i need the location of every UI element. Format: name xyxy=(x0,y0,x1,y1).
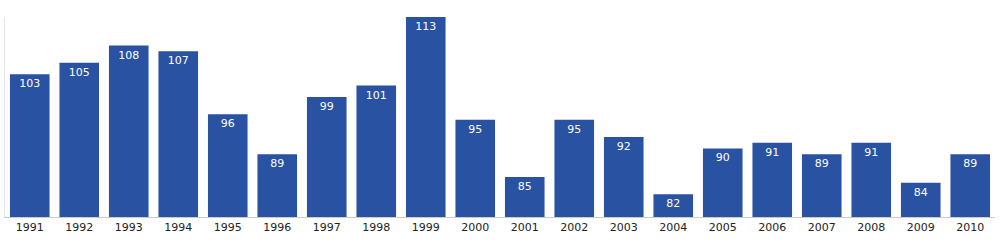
svg-text:2003: 2003 xyxy=(610,221,638,234)
svg-text:2002: 2002 xyxy=(560,221,588,234)
svg-text:89: 89 xyxy=(963,157,977,170)
svg-text:1994: 1994 xyxy=(164,221,192,234)
svg-text:1999: 1999 xyxy=(412,221,440,234)
svg-text:2001: 2001 xyxy=(511,221,539,234)
svg-text:89: 89 xyxy=(270,157,284,170)
svg-text:91: 91 xyxy=(765,146,779,159)
svg-text:2008: 2008 xyxy=(857,221,885,234)
svg-text:91: 91 xyxy=(864,146,878,159)
svg-text:1998: 1998 xyxy=(362,221,390,234)
svg-text:2000: 2000 xyxy=(461,221,489,234)
svg-text:103: 103 xyxy=(19,77,40,90)
svg-text:108: 108 xyxy=(118,49,139,62)
svg-text:89: 89 xyxy=(815,157,829,170)
svg-text:1997: 1997 xyxy=(313,221,341,234)
svg-text:113: 113 xyxy=(415,20,436,33)
svg-text:85: 85 xyxy=(518,180,532,193)
svg-text:90: 90 xyxy=(716,151,730,164)
svg-text:95: 95 xyxy=(567,123,581,136)
svg-text:99: 99 xyxy=(320,100,334,113)
svg-text:2006: 2006 xyxy=(758,221,786,234)
svg-text:1996: 1996 xyxy=(263,221,291,234)
svg-text:82: 82 xyxy=(666,197,680,210)
svg-text:1993: 1993 xyxy=(115,221,143,234)
svg-text:92: 92 xyxy=(617,140,631,153)
svg-text:107: 107 xyxy=(168,54,189,67)
svg-text:2009: 2009 xyxy=(907,221,935,234)
svg-text:1995: 1995 xyxy=(214,221,242,234)
svg-text:2004: 2004 xyxy=(659,221,687,234)
svg-text:2010: 2010 xyxy=(956,221,984,234)
svg-text:2007: 2007 xyxy=(808,221,836,234)
svg-text:105: 105 xyxy=(69,66,90,79)
svg-text:2005: 2005 xyxy=(709,221,737,234)
svg-text:1991: 1991 xyxy=(16,221,44,234)
svg-text:95: 95 xyxy=(468,123,482,136)
svg-text:84: 84 xyxy=(914,186,928,199)
svg-text:101: 101 xyxy=(366,89,387,102)
svg-text:96: 96 xyxy=(221,117,235,130)
svg-text:1992: 1992 xyxy=(65,221,93,234)
